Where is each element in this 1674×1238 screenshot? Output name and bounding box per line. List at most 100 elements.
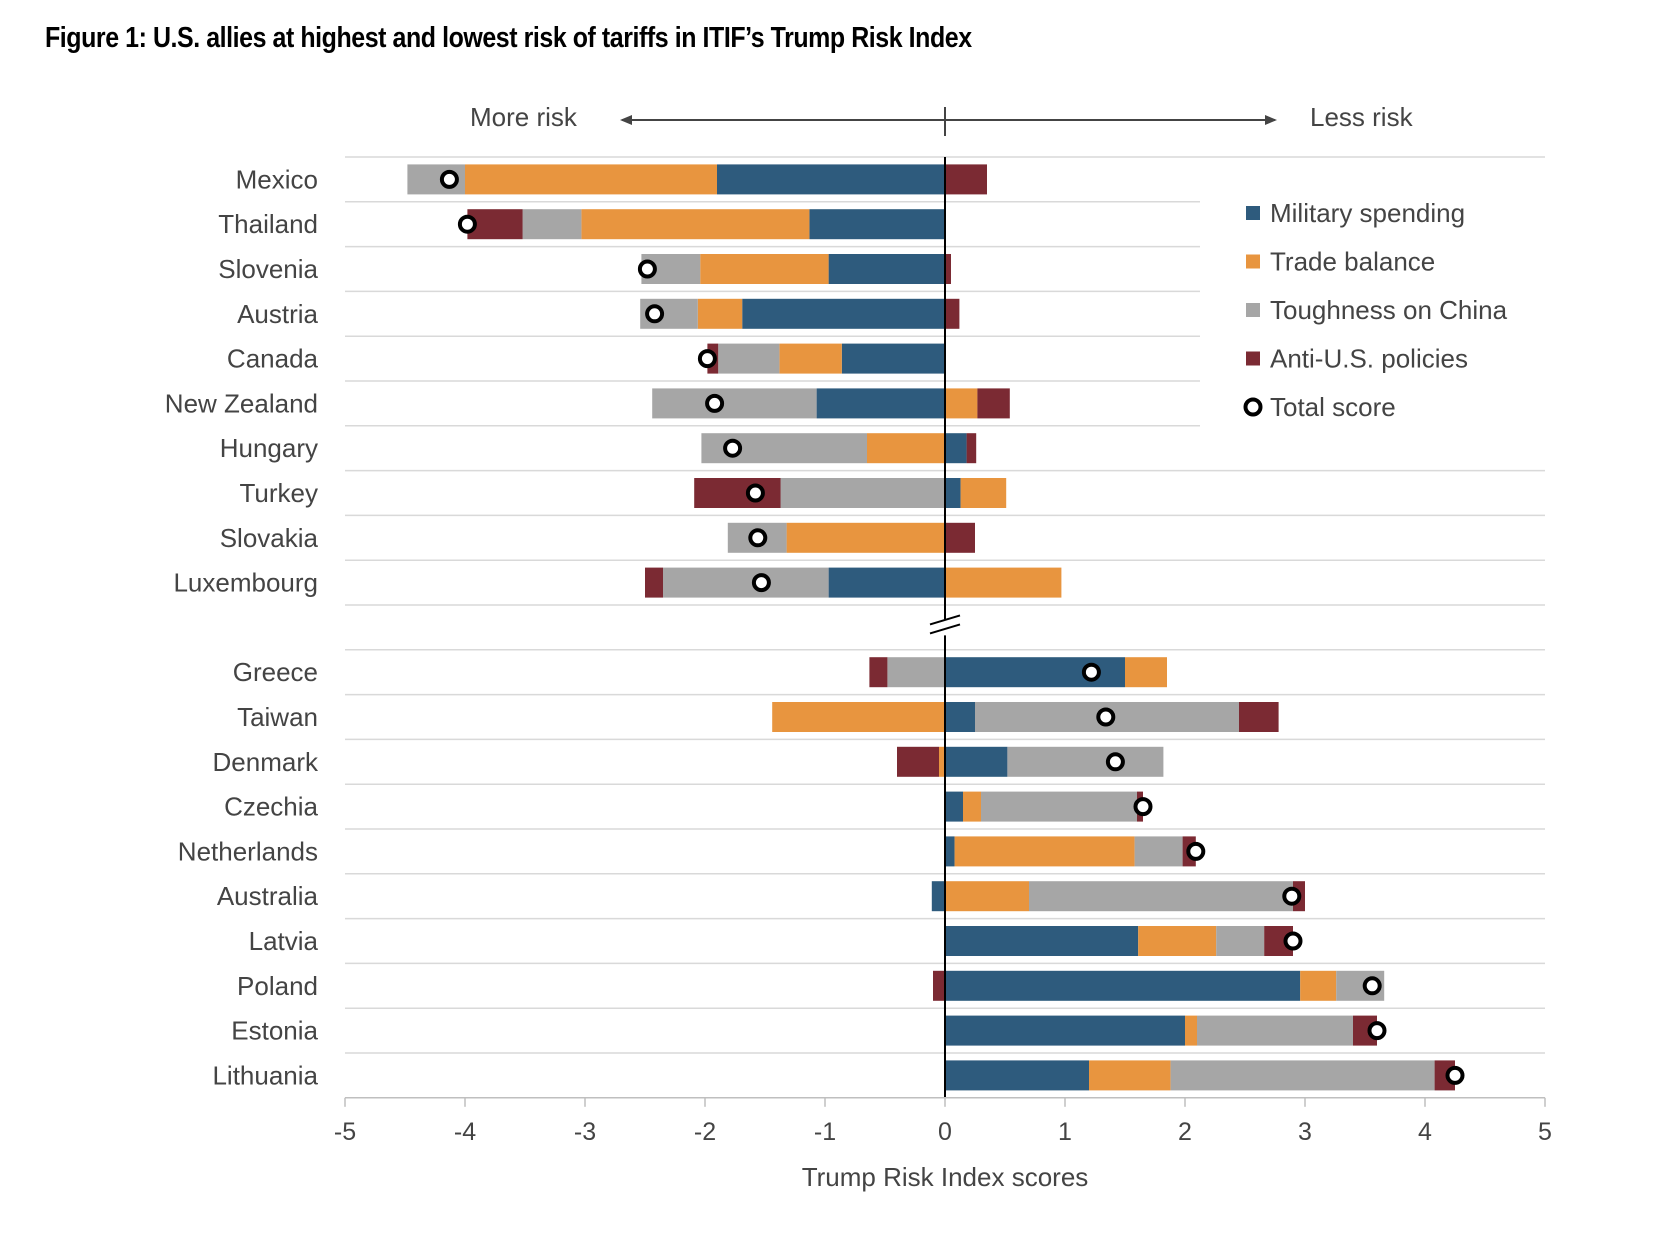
chart-title: Figure 1: U.S. allies at highest and low… bbox=[45, 22, 972, 54]
bar-trade-balance bbox=[963, 791, 981, 822]
bar-anti-u-s-policies bbox=[945, 254, 951, 284]
bar-military-spending bbox=[841, 343, 945, 374]
bar-toughness-on-china bbox=[652, 388, 817, 419]
total-score-marker bbox=[1081, 662, 1101, 682]
legend-background bbox=[1225, 180, 1545, 430]
bar-military-spending bbox=[945, 1060, 1089, 1091]
bar-anti-u-s-policies bbox=[933, 970, 945, 1001]
more-risk-label: More risk bbox=[470, 102, 578, 132]
bar-trade-balance bbox=[1300, 970, 1337, 1001]
bar-trade-balance bbox=[945, 567, 1062, 598]
bar-anti-u-s-policies bbox=[1239, 702, 1279, 732]
bar-toughness-on-china bbox=[887, 657, 945, 688]
bar-military-spending bbox=[742, 298, 945, 329]
bar-trade-balance bbox=[1089, 1060, 1171, 1091]
bar-toughness-on-china bbox=[1134, 836, 1183, 867]
bar-military-spending bbox=[945, 478, 961, 508]
category-label: New Zealand bbox=[165, 388, 318, 418]
bar-toughness-on-china bbox=[1029, 881, 1293, 912]
total-score-marker bbox=[745, 483, 765, 503]
legend-label: Toughness on China bbox=[1270, 295, 1508, 325]
total-score-marker bbox=[1283, 931, 1303, 951]
bar-toughness-on-china bbox=[780, 478, 945, 508]
bar-military-spending bbox=[945, 836, 955, 867]
category-labels: Mexico Thailand Slovenia Austria Canada New Z… bbox=[165, 164, 319, 1090]
x-tick-label: 1 bbox=[1058, 1118, 1072, 1146]
bar-trade-balance bbox=[581, 209, 810, 240]
bar-trade-balance bbox=[960, 478, 1007, 508]
bar-anti-u-s-policies bbox=[945, 164, 987, 195]
x-tick-label: 2 bbox=[1178, 1118, 1192, 1146]
category-label: Australia bbox=[217, 881, 319, 911]
x-axis-label: Trump Risk Index scores bbox=[802, 1162, 1089, 1192]
legend-label: Military spending bbox=[1270, 198, 1465, 228]
legend-label: Total score bbox=[1270, 392, 1396, 422]
total-score-marker bbox=[439, 169, 459, 189]
bar-toughness-on-china bbox=[522, 209, 582, 240]
bar-toughness-on-china bbox=[1007, 746, 1164, 777]
category-label: Slovakia bbox=[220, 523, 319, 553]
bar-military-spending bbox=[931, 881, 945, 912]
bar-trade-balance bbox=[945, 881, 1029, 912]
legend-swatch bbox=[1246, 351, 1260, 366]
bar-anti-u-s-policies bbox=[945, 298, 960, 329]
bar-trade-balance bbox=[867, 433, 945, 464]
total-score-marker bbox=[1445, 1065, 1465, 1085]
bar-military-spending bbox=[945, 433, 967, 464]
legend: Military spending Trade balance Toughness … bbox=[1225, 180, 1545, 430]
bar-toughness-on-china bbox=[718, 343, 780, 374]
bar-trade-balance bbox=[465, 164, 717, 195]
bar-toughness-on-china bbox=[1216, 926, 1265, 956]
x-tick-label: -5 bbox=[334, 1118, 356, 1146]
legend-swatch bbox=[1246, 303, 1260, 317]
category-label: Luxembourg bbox=[173, 568, 318, 598]
category-label: Netherlands bbox=[178, 836, 318, 866]
total-score-marker bbox=[1096, 707, 1116, 727]
category-label: Czechia bbox=[224, 792, 318, 822]
x-tick-label: 5 bbox=[1538, 1118, 1552, 1146]
bar-trade-balance bbox=[786, 522, 945, 553]
legend-swatch bbox=[1246, 254, 1260, 269]
bar-military-spending bbox=[828, 254, 945, 284]
bar-anti-u-s-policies bbox=[869, 657, 888, 688]
bar-military-spending bbox=[945, 926, 1139, 956]
bar-military-spending bbox=[828, 567, 945, 598]
x-axis: -5 -4 -3 -2 -1 0 1 2 3 4 5 bbox=[334, 157, 1552, 1146]
bar-trade-balance bbox=[700, 254, 829, 284]
total-score-marker bbox=[1282, 886, 1302, 906]
axis-break-mark bbox=[929, 614, 961, 626]
bar-anti-u-s-policies bbox=[977, 388, 1010, 419]
bar-trade-balance bbox=[954, 836, 1135, 867]
category-label: Slovenia bbox=[218, 254, 318, 284]
bar-trade-balance bbox=[1138, 926, 1217, 956]
bar-military-spending bbox=[816, 388, 945, 419]
x-tick-label: -3 bbox=[574, 1118, 596, 1146]
bar-trade-balance bbox=[945, 388, 978, 419]
category-label: Greece bbox=[233, 657, 318, 687]
category-label: Poland bbox=[237, 971, 318, 1001]
x-tick-label: -1 bbox=[814, 1118, 836, 1146]
bar-toughness-on-china bbox=[1170, 1060, 1435, 1091]
bar-anti-u-s-policies bbox=[645, 567, 663, 598]
total-score-marker bbox=[1362, 976, 1382, 996]
category-label: Hungary bbox=[220, 433, 318, 463]
bar-trade-balance bbox=[697, 298, 743, 329]
total-score-marker bbox=[1133, 797, 1153, 817]
bar-military-spending bbox=[809, 209, 945, 240]
x-tick-label: 3 bbox=[1298, 1118, 1312, 1146]
category-label: Turkey bbox=[240, 478, 319, 508]
category-label: Thailand bbox=[218, 209, 318, 239]
category-label: Taiwan bbox=[237, 702, 318, 732]
category-label: Mexico bbox=[236, 164, 318, 194]
x-tick-label: 0 bbox=[938, 1118, 952, 1146]
total-score-marker bbox=[1105, 752, 1125, 772]
bar-military-spending bbox=[945, 970, 1301, 1001]
total-score-marker bbox=[697, 349, 717, 369]
bar-anti-u-s-policies bbox=[945, 522, 975, 553]
total-markers bbox=[439, 169, 1465, 1085]
bar-trade-balance bbox=[939, 746, 945, 777]
bar-trade-balance bbox=[779, 343, 842, 374]
bar-anti-u-s-policies bbox=[966, 433, 977, 464]
bar-toughness-on-china bbox=[663, 567, 829, 598]
less-risk-label: Less risk bbox=[1310, 102, 1414, 132]
